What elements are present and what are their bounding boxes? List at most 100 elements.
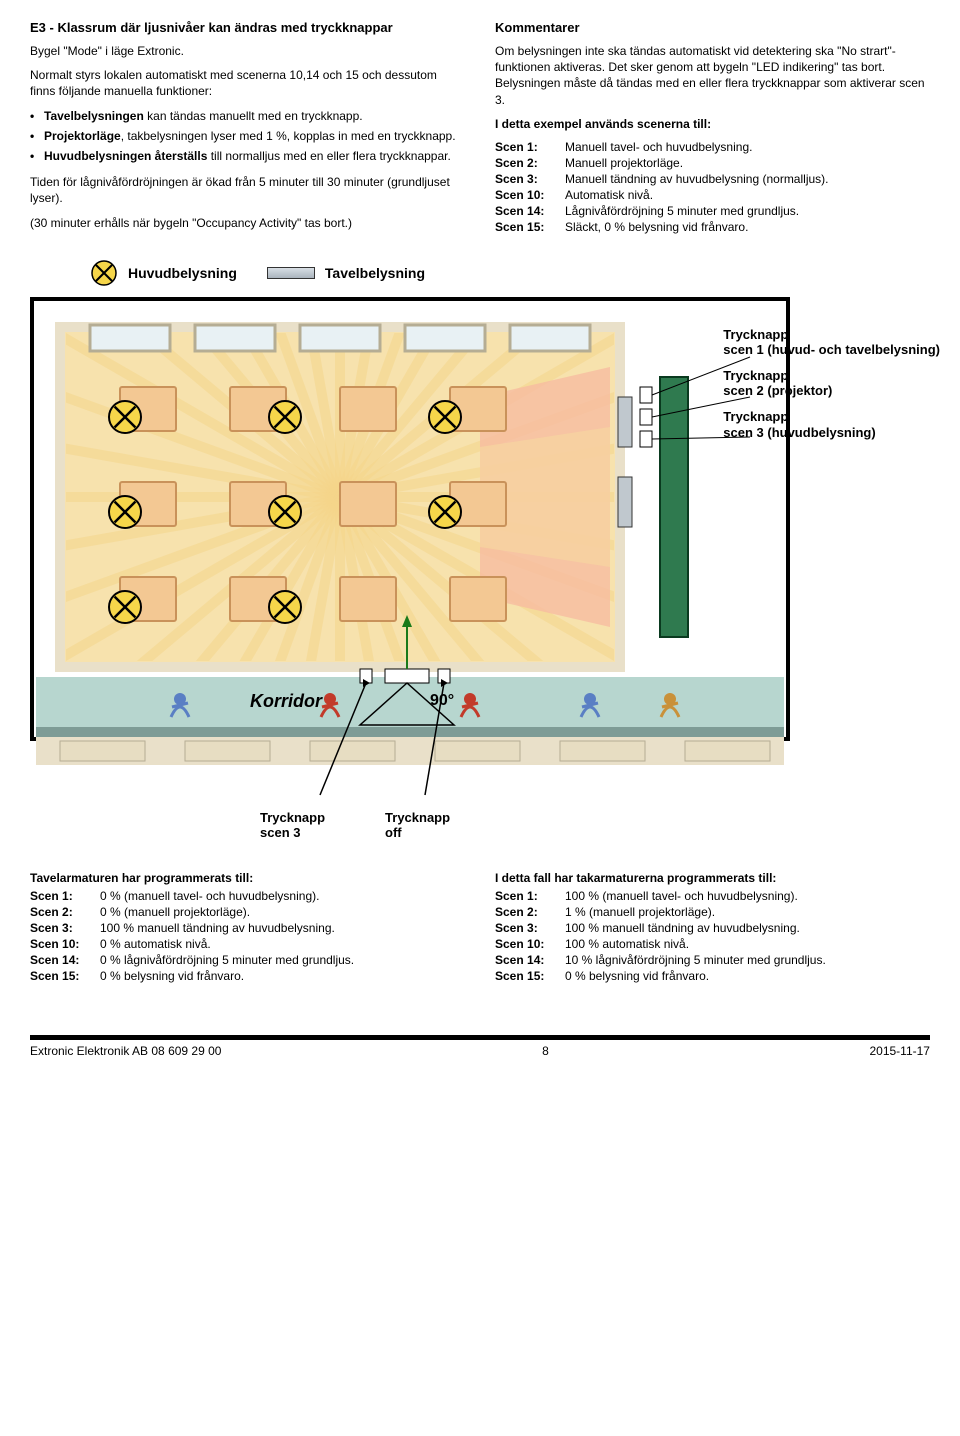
legend-board: Tavelbelysning <box>267 265 425 281</box>
bottom-left-head: Tavelarmaturen har programmerats till: <box>30 871 465 885</box>
legend-board-label: Tavelbelysning <box>325 265 425 281</box>
bottom-left-rows: Scen 1:0 % (manuell tavel- och huvudbely… <box>30 889 465 983</box>
bottom-columns: Tavelarmaturen har programmerats till: S… <box>30 871 930 985</box>
scene-label: Scen 10: <box>495 188 565 202</box>
classroom-svg: Korridor90° <box>30 297 790 797</box>
board-symbol-icon <box>267 267 315 279</box>
prog-desc: 100 % manuell tändning av huvudbelysning… <box>565 921 930 935</box>
scene-label: Scen 1: <box>495 140 565 154</box>
left-closing1: Tiden för lågnivåfördröjningen är ökad f… <box>30 174 465 206</box>
right-para: Om belysningen inte ska tändas automatis… <box>495 43 930 108</box>
classroom-diagram: Korridor90° Trycknappscen 1 (huvud- och … <box>30 297 790 800</box>
scene-desc: Lågnivåfördröjning 5 minuter med grundlj… <box>565 204 930 218</box>
left-title: E3 - Klassrum där ljusnivåer kan ändras … <box>30 20 465 35</box>
side-label-2-sub: scen 2 (projektor) <box>723 383 832 398</box>
prog-desc: 100 % automatisk nivå. <box>565 937 930 951</box>
prog-desc: 0 % belysning vid frånvaro. <box>100 969 465 983</box>
prog-label: Scen 3: <box>495 921 565 935</box>
scene-desc: Manuell tavel- och huvudbelysning. <box>565 140 930 154</box>
bullet-3-rest: till normalljus med en eller flera tryck… <box>207 149 450 163</box>
prog-row: Scen 3:100 % manuell tändning av huvudbe… <box>30 921 465 935</box>
below-label-2-sub: off <box>385 825 402 840</box>
prog-desc: 0 % belysning vid frånvaro. <box>565 969 930 983</box>
right-scene-list: Scen 1:Manuell tavel- och huvudbelysning… <box>495 140 930 234</box>
prog-label: Scen 10: <box>495 937 565 951</box>
right-column: Kommentarer Om belysningen inte ska tänd… <box>495 20 930 239</box>
side-label-3-sub: scen 3 (huvudbelysning) <box>723 425 875 440</box>
side-label-1: Trycknappscen 1 (huvud- och tavelbelysni… <box>723 327 940 358</box>
prog-label: Scen 3: <box>30 921 100 935</box>
prog-row: Scen 2:0 % (manuell projektorläge). <box>30 905 465 919</box>
scene-row: Scen 15:Släckt, 0 % belysning vid frånva… <box>495 220 930 234</box>
bullet-2: Projektorläge, takbelysningen lyser med … <box>30 128 465 144</box>
prog-row: Scen 10:0 % automatisk nivå. <box>30 937 465 951</box>
legend-main: Huvudbelysning <box>90 259 237 287</box>
footer-right: 2015-11-17 <box>869 1044 930 1058</box>
prog-label: Scen 14: <box>495 953 565 967</box>
below-label-1: Trycknappscen 3 <box>260 810 325 841</box>
prog-row: Scen 3:100 % manuell tändning av huvudbe… <box>495 921 930 935</box>
below-label-1-sub: scen 3 <box>260 825 300 840</box>
diagram-side-labels: Trycknappscen 1 (huvud- och tavelbelysni… <box>723 327 940 451</box>
prog-label: Scen 1: <box>495 889 565 903</box>
scene-desc: Släckt, 0 % belysning vid frånvaro. <box>565 220 930 234</box>
side-label-2-title: Trycknapp <box>723 368 788 383</box>
prog-desc: 100 % (manuell tavel- och huvudbelysning… <box>565 889 930 903</box>
prog-row: Scen 15:0 % belysning vid frånvaro. <box>495 969 930 983</box>
prog-row: Scen 1:0 % (manuell tavel- och huvudbely… <box>30 889 465 903</box>
left-bullets: Tavelbelysningen kan tändas manuellt med… <box>30 108 465 165</box>
scene-row: Scen 1:Manuell tavel- och huvudbelysning… <box>495 140 930 154</box>
prog-desc: 1 % (manuell projektorläge). <box>565 905 930 919</box>
right-heading: Kommentarer <box>495 20 930 35</box>
prog-row: Scen 14:0 % lågnivåfördröjning 5 minuter… <box>30 953 465 967</box>
prog-row: Scen 1:100 % (manuell tavel- och huvudbe… <box>495 889 930 903</box>
prog-desc: 10 % lågnivåfördröjning 5 minuter med gr… <box>565 953 930 967</box>
prog-desc: 0 % (manuell tavel- och huvudbelysning). <box>100 889 465 903</box>
below-label-2-title: Trycknapp <box>385 810 450 825</box>
scene-label: Scen 14: <box>495 204 565 218</box>
prog-label: Scen 1: <box>30 889 100 903</box>
bottom-left: Tavelarmaturen har programmerats till: S… <box>30 871 465 985</box>
prog-label: Scen 15: <box>495 969 565 983</box>
prog-desc: 100 % manuell tändning av huvudbelysning… <box>100 921 465 935</box>
prog-row: Scen 10:100 % automatisk nivå. <box>495 937 930 951</box>
scene-desc: Manuell tändning av huvudbelysning (norm… <box>565 172 930 186</box>
left-column: E3 - Klassrum där ljusnivåer kan ändras … <box>30 20 465 239</box>
top-columns: E3 - Klassrum där ljusnivåer kan ändras … <box>30 20 930 239</box>
legend-main-label: Huvudbelysning <box>128 265 237 281</box>
svg-text:Korridor: Korridor <box>250 691 323 711</box>
prog-row: Scen 14:10 % lågnivåfördröjning 5 minute… <box>495 953 930 967</box>
bullet-3-lead: Huvudbelysningen återställs <box>44 149 207 163</box>
prog-label: Scen 2: <box>495 905 565 919</box>
bullet-1-lead: Tavelbelysningen <box>44 109 144 123</box>
prog-desc: 0 % lågnivåfördröjning 5 minuter med gru… <box>100 953 465 967</box>
prog-label: Scen 14: <box>30 953 100 967</box>
prog-row: Scen 15:0 % belysning vid frånvaro. <box>30 969 465 983</box>
bottom-right-rows: Scen 1:100 % (manuell tavel- och huvudbe… <box>495 889 930 983</box>
scene-label: Scen 3: <box>495 172 565 186</box>
scene-row: Scen 3:Manuell tändning av huvudbelysnin… <box>495 172 930 186</box>
footer-center: 8 <box>542 1044 549 1058</box>
left-closing2: (30 minuter erhålls när bygeln "Occupanc… <box>30 215 465 231</box>
below-label-1-title: Trycknapp <box>260 810 325 825</box>
bullet-1: Tavelbelysningen kan tändas manuellt med… <box>30 108 465 124</box>
bottom-right-head: I detta fall har takarmaturerna programm… <box>495 871 930 885</box>
bullet-2-lead: Projektorläge <box>44 129 121 143</box>
prog-label: Scen 2: <box>30 905 100 919</box>
light-symbol-icon <box>90 259 118 287</box>
scene-desc: Automatisk nivå. <box>565 188 930 202</box>
example-head: I detta exempel används scenerna till: <box>495 116 930 132</box>
legend-row: Huvudbelysning Tavelbelysning <box>90 259 930 287</box>
prog-row: Scen 2:1 % (manuell projektorläge). <box>495 905 930 919</box>
scene-label: Scen 2: <box>495 156 565 170</box>
scene-row: Scen 14:Lågnivåfördröjning 5 minuter med… <box>495 204 930 218</box>
side-label-1-title: Trycknapp <box>723 327 788 342</box>
mode-line: Bygel "Mode" i läge Extronic. <box>30 43 465 59</box>
bullet-3: Huvudbelysningen återställs till normall… <box>30 148 465 164</box>
scene-label: Scen 15: <box>495 220 565 234</box>
side-label-1-sub: scen 1 (huvud- och tavelbelysning) <box>723 342 940 357</box>
below-label-2: Trycknappoff <box>385 810 450 841</box>
diagram-below-labels: Trycknappscen 3 Trycknappoff <box>260 810 930 841</box>
left-intro: Normalt styrs lokalen automatiskt med sc… <box>30 67 465 99</box>
page-footer: Extronic Elektronik AB 08 609 29 00 8 20… <box>30 1035 930 1058</box>
